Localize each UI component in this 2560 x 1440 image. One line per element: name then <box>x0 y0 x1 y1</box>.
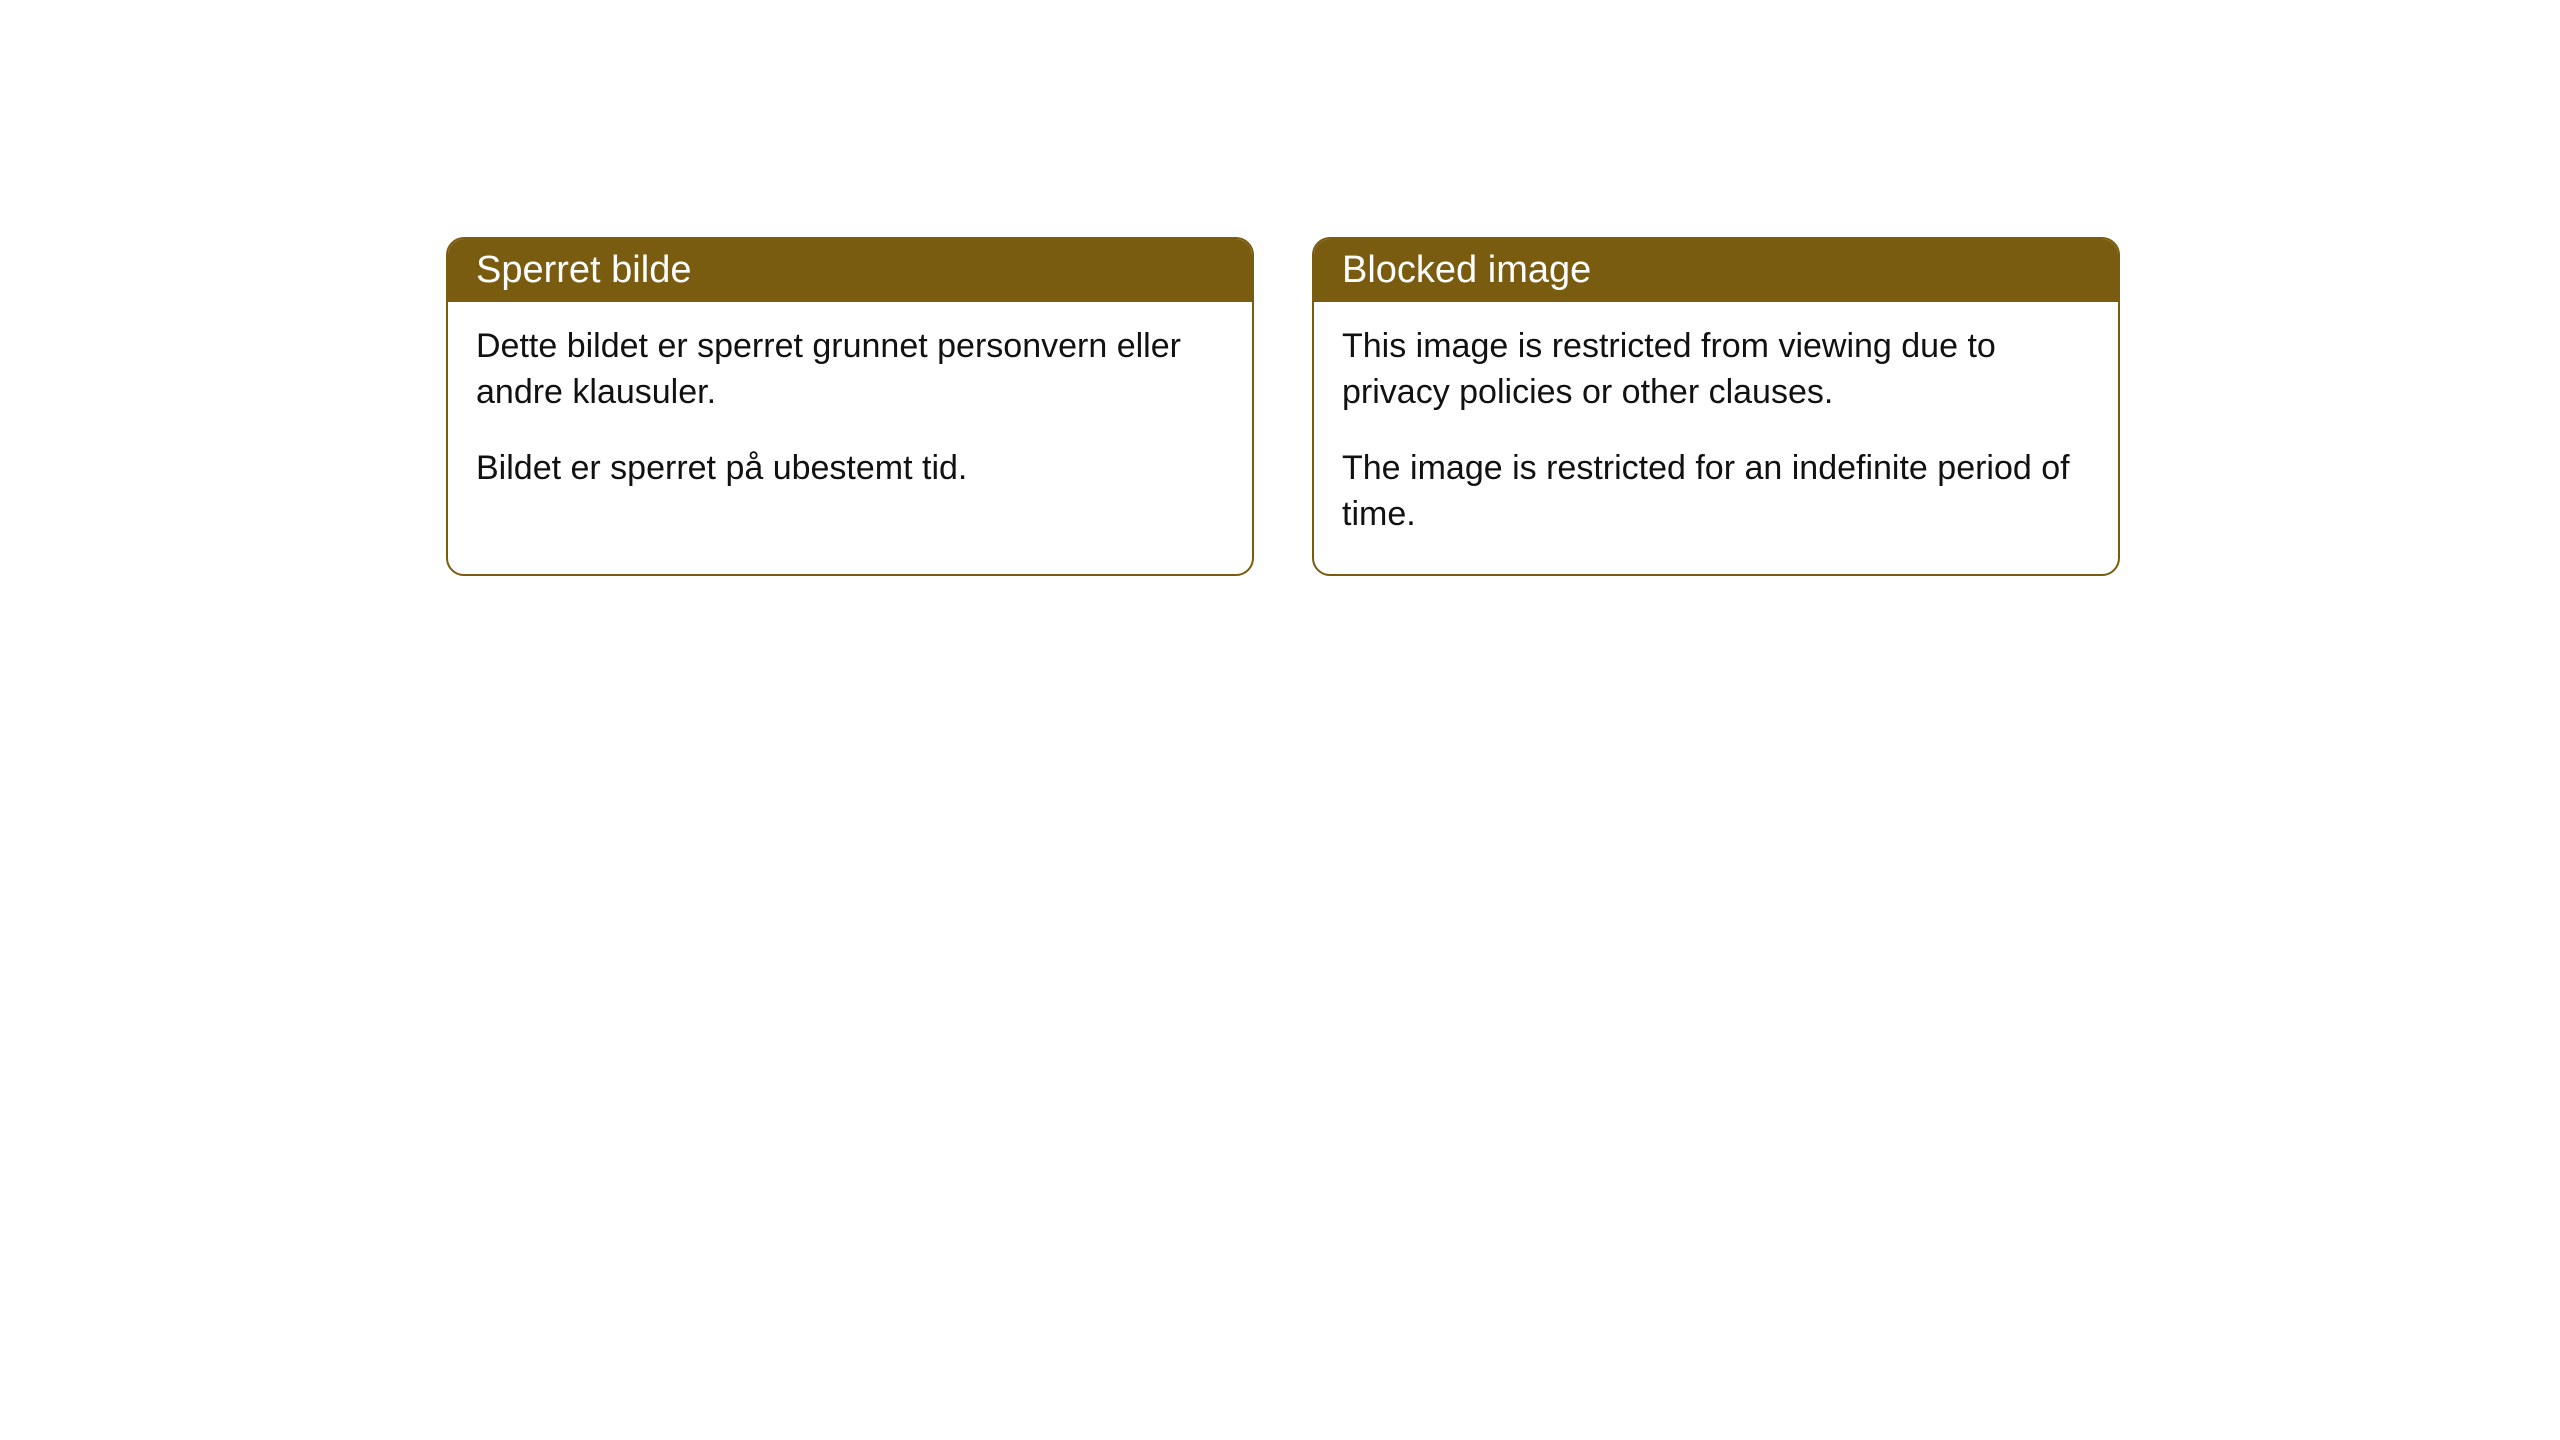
card-text-norwegian-p1: Dette bildet er sperret grunnet personve… <box>476 324 1224 416</box>
card-body-english: This image is restricted from viewing du… <box>1314 302 2118 574</box>
card-text-english-p2: The image is restricted for an indefinit… <box>1342 446 2090 538</box>
card-text-english-p1: This image is restricted from viewing du… <box>1342 324 2090 416</box>
card-header-english: Blocked image <box>1314 239 2118 302</box>
notice-container: Sperret bilde Dette bildet er sperret gr… <box>446 237 2120 576</box>
card-title-english: Blocked image <box>1342 249 1591 291</box>
card-body-norwegian: Dette bildet er sperret grunnet personve… <box>448 302 1252 528</box>
notice-card-norwegian: Sperret bilde Dette bildet er sperret gr… <box>446 237 1254 576</box>
card-title-norwegian: Sperret bilde <box>476 249 691 291</box>
card-text-norwegian-p2: Bildet er sperret på ubestemt tid. <box>476 446 1224 492</box>
notice-card-english: Blocked image This image is restricted f… <box>1312 237 2120 576</box>
card-header-norwegian: Sperret bilde <box>448 239 1252 302</box>
